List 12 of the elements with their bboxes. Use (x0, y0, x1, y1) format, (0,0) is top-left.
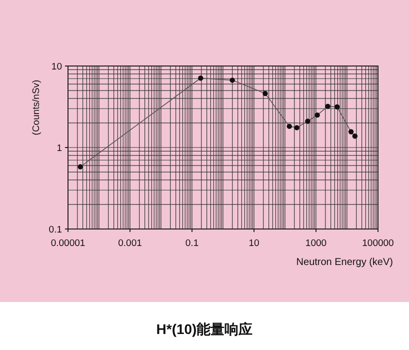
text: H*(10)能量响应 (156, 321, 253, 337)
x-tick-label: 1000 (305, 238, 327, 249)
y-tick-label: 10 (51, 62, 62, 72)
x-axis-title: Neutron Energy (keV) (296, 257, 393, 268)
y-tick-label: 1 (56, 143, 62, 154)
x-tick-label: 0.00001 (50, 238, 86, 249)
x-tick-label: 100000 (362, 238, 394, 249)
y-axis-title: (Counts/nSv) (31, 80, 42, 136)
x-tick-label: 0.001 (118, 238, 142, 249)
y-tick-label: 0.1 (48, 224, 62, 236)
x-tick-label: 10 (248, 238, 260, 249)
x-tick-label: 0.1 (185, 238, 199, 249)
